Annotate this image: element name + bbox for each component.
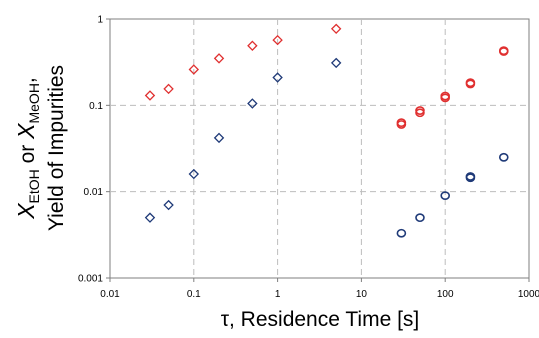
x-tick-label: 1000 [518,289,539,300]
diamond-marker [272,34,283,46]
diamond-marker [188,64,200,75]
y-tick-label: 0.001 [78,274,103,285]
x-tick-label: 0.1 [187,289,201,300]
diamond-marker [163,199,174,211]
y-axis-title-part: X [13,202,39,220]
circle-marker [415,106,425,115]
tick-labels: 0.01 0.1 1 10 100 1000 0.001 0.01 0.1 1 [78,15,539,301]
diamond-marker [163,83,174,95]
diamond-marker [144,90,156,101]
diamond-marker [188,168,200,180]
x-tick-label: 0.01 [100,289,120,300]
circle-marker [415,213,425,223]
y-axis-title-part: EtOH [26,169,42,203]
tick-marks [106,18,530,282]
x-tick-label: 100 [437,289,454,300]
y-axis-title-part: X [13,122,39,140]
y-tick-label: 0.01 [84,187,104,198]
circle-marker [396,228,407,238]
diamond-marker [272,72,283,83]
y-axis-title-line1: XEtOH or XMeOH, [13,77,42,220]
data-markers [144,23,509,238]
diamond-marker [213,53,225,64]
y-axis-title-part: MeOH [26,83,42,123]
diamond-marker [330,23,342,35]
y-axis-title-part: or [16,139,39,169]
y-tick-label: 1 [97,15,103,26]
diamond-marker [213,132,225,144]
grid-lines [110,19,529,278]
circle-marker [440,91,451,101]
x-tick-label: 1 [275,289,281,300]
plot-area [106,18,530,282]
y-tick-label: 0.1 [89,101,103,112]
plot-frame [109,18,530,279]
y-axis-title-line2: Yield of Impurities [45,65,68,231]
diamond-marker [247,40,258,51]
diamond-marker [330,57,342,69]
circle-marker [465,172,476,181]
y-axis-title-part: , [16,77,39,83]
diamond-marker [144,212,156,223]
circle-marker [498,46,509,56]
x-axis-title: τ, Residence Time [s] [221,308,420,331]
x-tick-label: 10 [356,289,368,300]
circle-marker [465,78,476,88]
circle-marker [396,118,407,128]
circle-marker [498,152,509,162]
circle-marker [440,191,451,201]
diamond-marker [247,98,258,109]
